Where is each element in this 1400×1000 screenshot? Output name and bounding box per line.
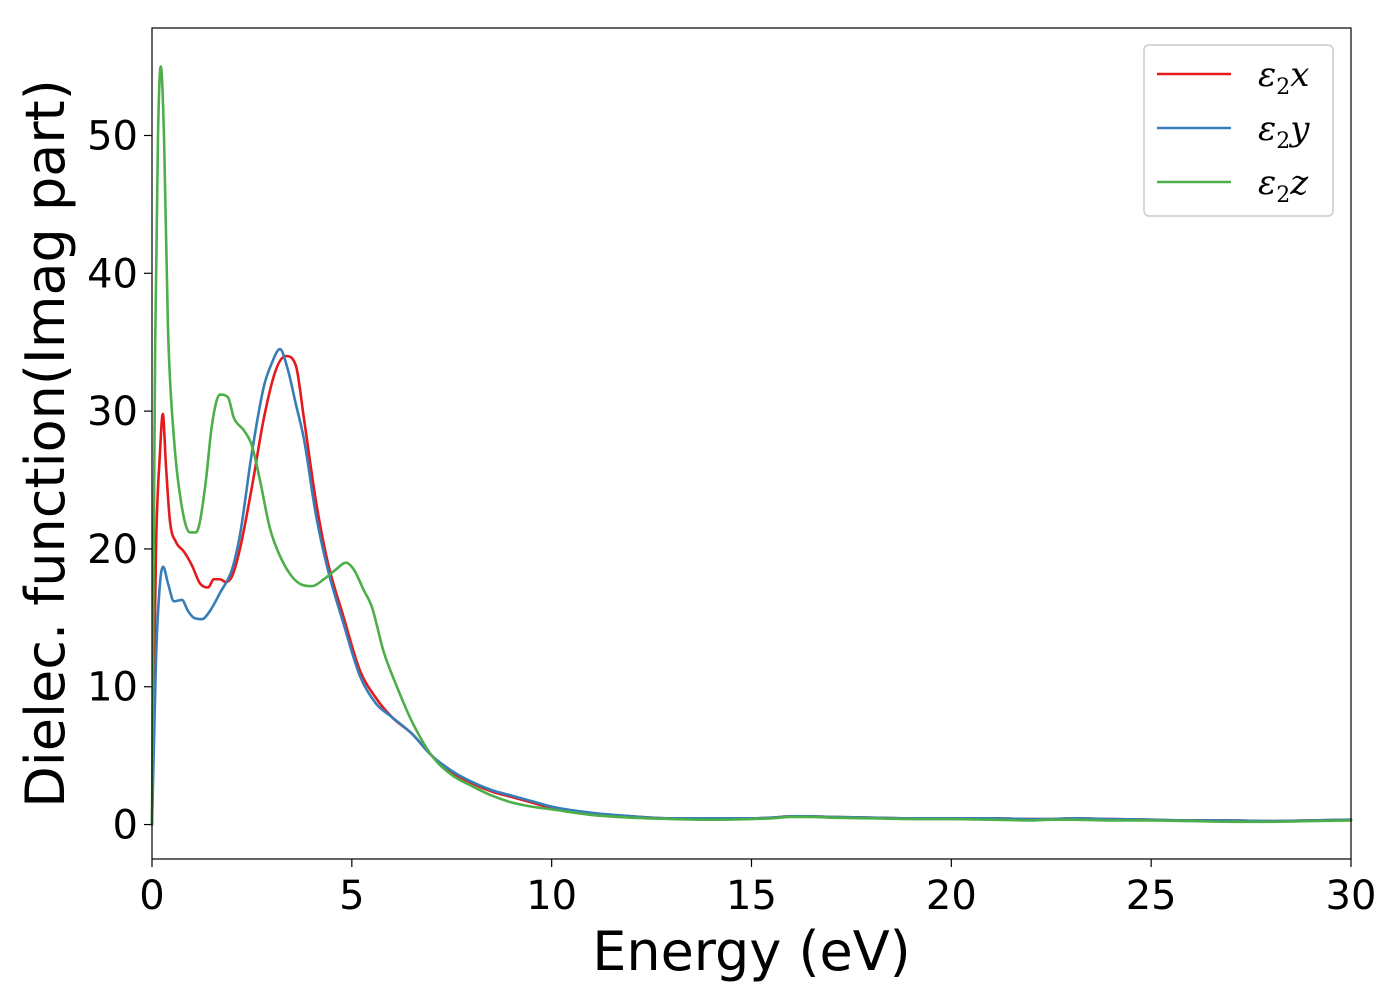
legend-label: ε2x <box>1258 55 1309 100</box>
legend-label: ε2z <box>1258 163 1309 208</box>
x-tick-label: 20 <box>926 873 977 919</box>
y-tick-label: 20 <box>87 527 138 573</box>
x-axis: 0 5 10 15 20 25 30 <box>139 859 1376 919</box>
x-tick-label: 10 <box>526 873 577 919</box>
y-axis: 0 10 20 30 40 50 <box>87 113 152 849</box>
y-tick-label: 0 <box>113 803 138 849</box>
x-axis-label: Energy (eV) <box>592 920 911 983</box>
y-axis-label: Dielec. function(Imag part) <box>14 79 77 808</box>
x-tick-label: 25 <box>1126 873 1177 919</box>
series-line-x <box>150 354 1353 826</box>
x-tick-label: 30 <box>1326 873 1377 919</box>
y-tick-label: 30 <box>87 389 138 435</box>
x-tick-label: 0 <box>139 873 164 919</box>
series-line-y <box>150 347 1353 826</box>
legend-box <box>1143 44 1334 217</box>
y-tick-label: 50 <box>87 113 138 159</box>
x-tick-label: 15 <box>726 873 777 919</box>
legend: ε2x ε2y ε2z <box>1143 44 1334 217</box>
y-tick-label: 40 <box>87 251 138 297</box>
series-line-z <box>150 65 1353 826</box>
series-layer <box>150 65 1353 826</box>
y-tick-label: 10 <box>87 665 138 711</box>
x-tick-label: 5 <box>339 873 364 919</box>
legend-label: ε2y <box>1258 109 1310 154</box>
